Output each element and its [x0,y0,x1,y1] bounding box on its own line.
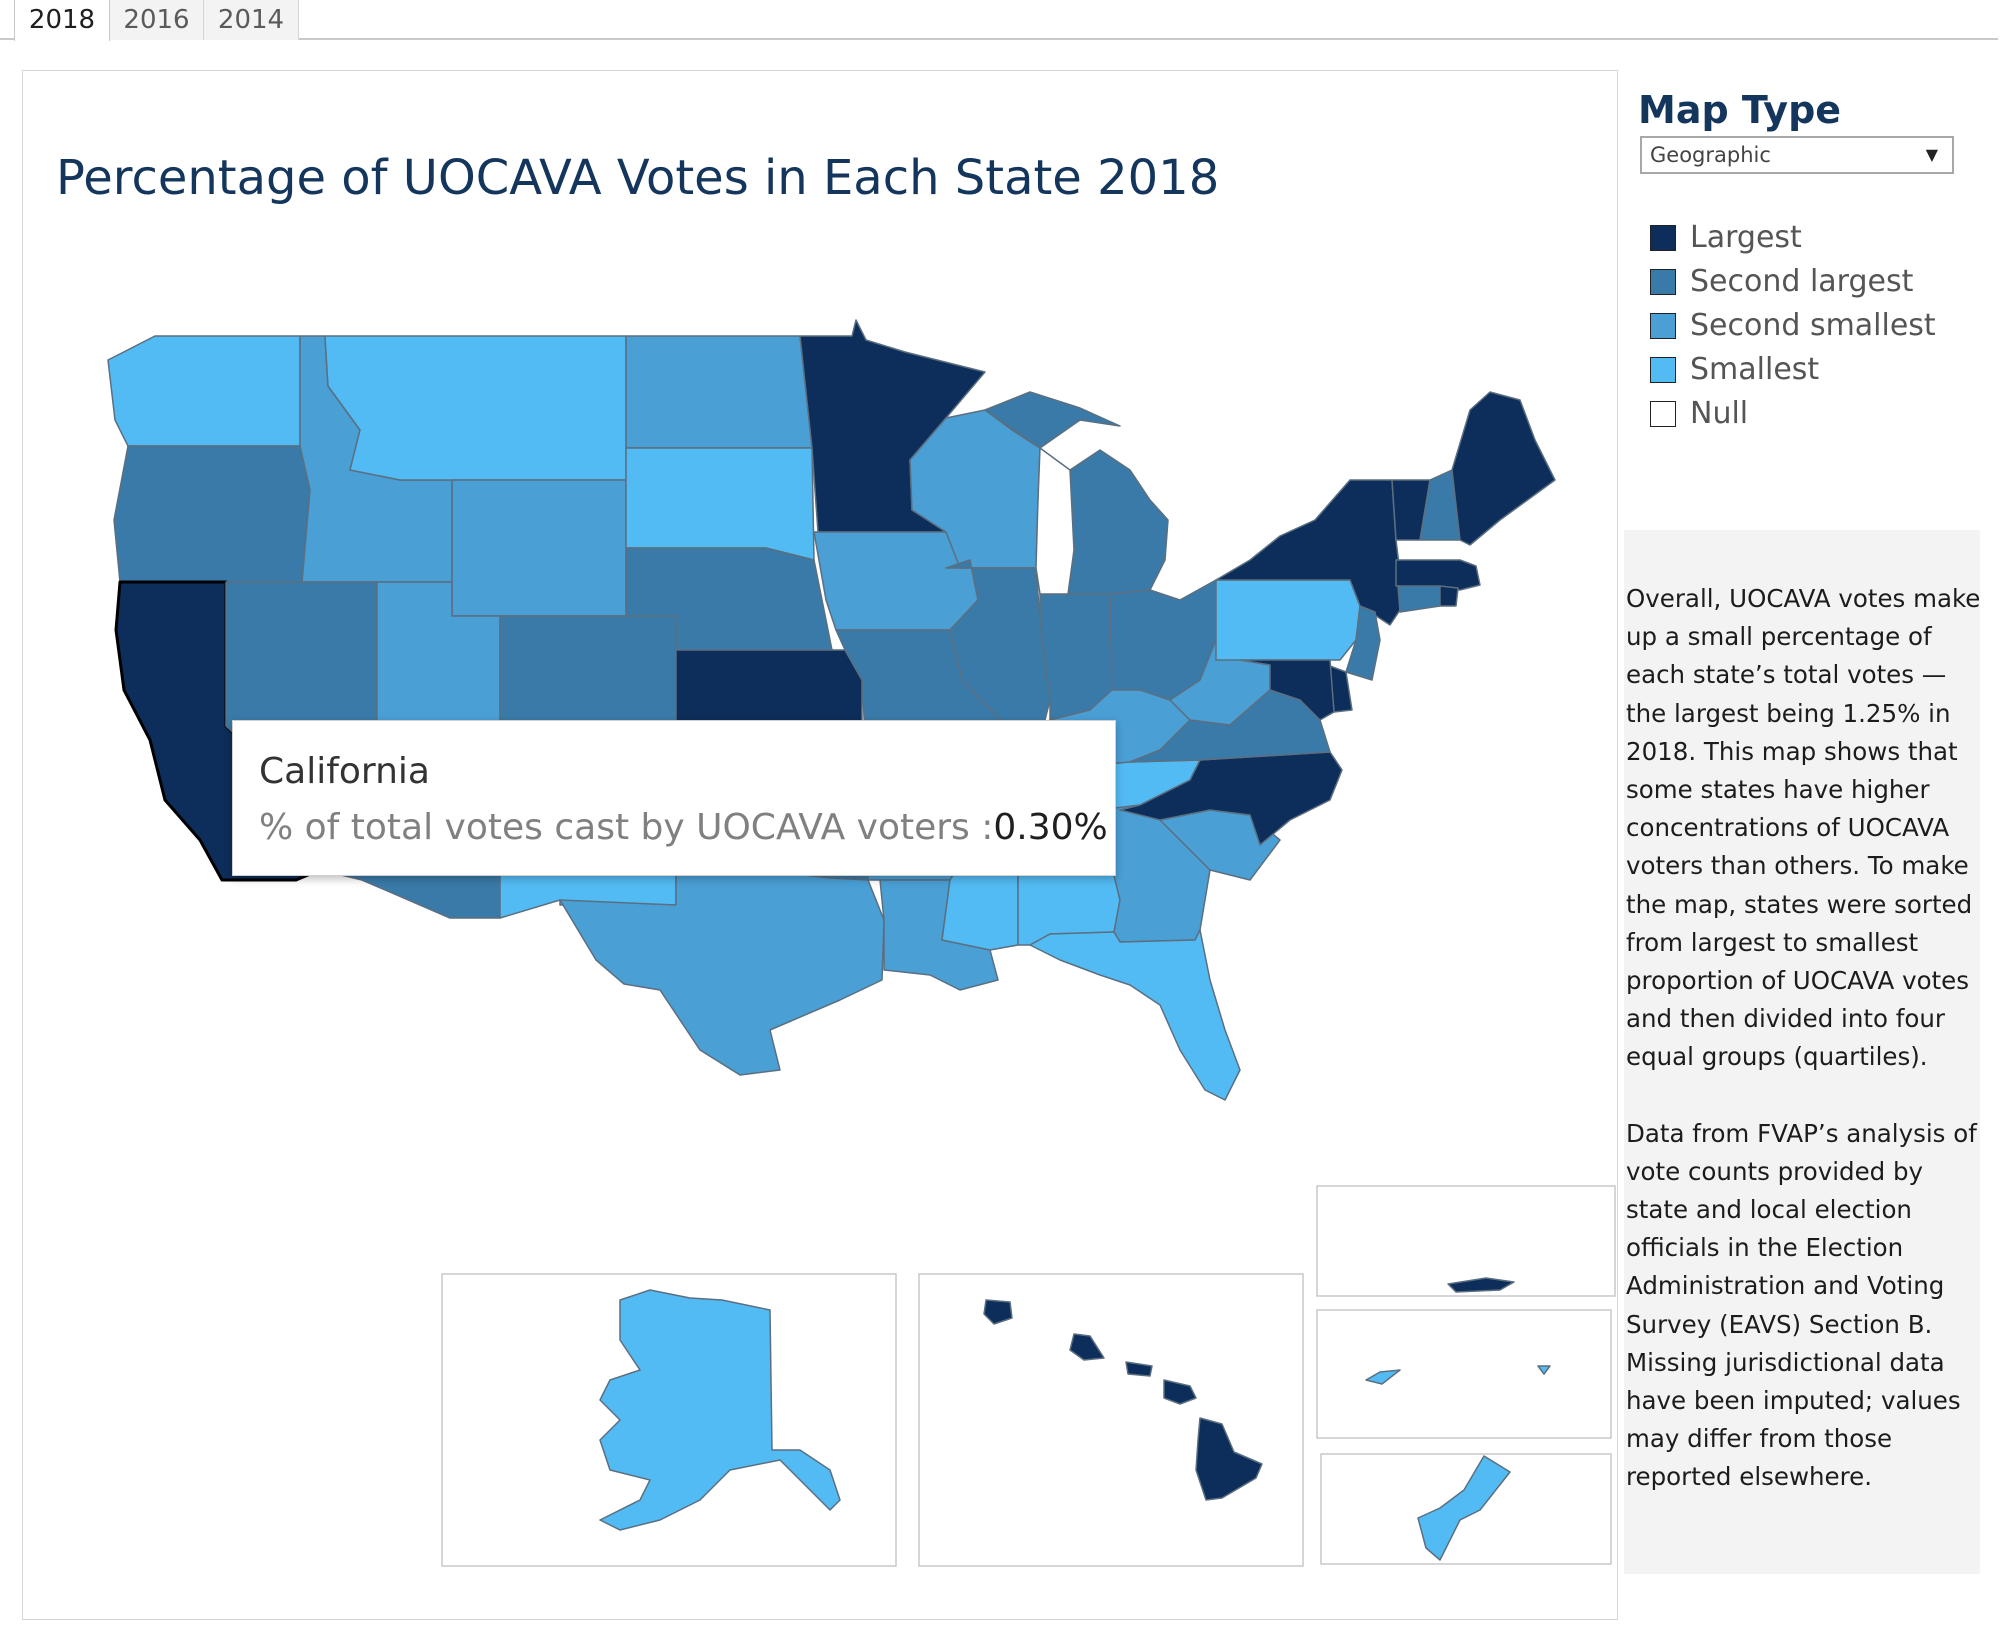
map-type-title: Map Type [1638,88,1842,132]
legend-swatch [1650,269,1676,295]
state-WY[interactable] [451,479,627,617]
state-NC[interactable] [1119,751,1343,846]
tab-bar-rule [0,38,1998,40]
lake-michigan [1035,447,1075,595]
page-title: Percentage of UOCAVA Votes in Each State… [56,150,1220,206]
legend-swatch [1650,225,1676,251]
legend-label: Null [1690,396,1749,431]
state-MD[interactable] [1239,659,1335,721]
map-panel [22,70,1618,1620]
state-ND[interactable] [625,335,813,449]
legend-swatch [1650,357,1676,383]
notes-panel [1624,530,1980,1574]
state-WA[interactable] [107,335,301,447]
map-type-select[interactable]: Geographic ▼ [1640,136,1954,174]
state-AK[interactable] [599,1289,841,1531]
legend-label: Second smallest [1690,308,1936,343]
notes-text: Overall, UOCAVA votes make up a small pe… [1626,580,1982,1497]
map-type-selected-value: Geographic [1650,143,1771,167]
notes-paragraph-2: Data from FVAP’s analysis of vote counts… [1626,1118,1977,1492]
territory-GU[interactable] [1417,1455,1511,1561]
tooltip-value: 0.30% [993,807,1108,848]
state-SD[interactable] [625,447,815,561]
notes-paragraph-1: Overall, UOCAVA votes make up a small pe… [1626,584,1981,1072]
legend-label: Second largest [1690,264,1914,299]
state-tooltip: California % of total votes cast by UOCA… [232,720,1116,876]
hawaii-inset [918,1273,1304,1567]
tab-2016[interactable]: 2016 [110,0,204,40]
state-CO[interactable] [499,615,677,731]
tooltip-label: % of total votes cast by UOCAVA voters : [259,807,994,848]
state-FL[interactable] [1029,929,1241,1101]
state-OR[interactable] [113,445,311,583]
tooltip-metric: % of total votes cast by UOCAVA voters :… [259,807,1108,848]
state-ME[interactable] [1451,391,1556,546]
state-MA[interactable] [1395,559,1481,591]
territory-PR[interactable] [1447,1277,1515,1293]
tooltip-state-name: California [259,751,430,792]
state-MT[interactable] [324,335,627,481]
legend-label: Largest [1690,220,1802,255]
tab-2014[interactable]: 2014 [204,0,299,40]
virgin-islands-inset [1316,1309,1612,1439]
dropdown-arrow-icon: ▼ [1925,145,1938,164]
state-PA[interactable] [1215,579,1361,661]
territory-VI[interactable] [1365,1365,1551,1385]
year-tab-bar: 2018 2016 2014 [0,0,1998,41]
state-HI[interactable] [983,1299,1263,1501]
legend-swatch [1650,401,1676,427]
tab-2018[interactable]: 2018 [14,0,110,41]
state-CT[interactable] [1397,585,1441,613]
legend-label: Smallest [1690,352,1820,387]
state-RI[interactable] [1439,585,1459,607]
state-NJ[interactable] [1345,605,1381,681]
legend-swatch [1650,313,1676,339]
puerto-rico-inset [1316,1185,1616,1297]
